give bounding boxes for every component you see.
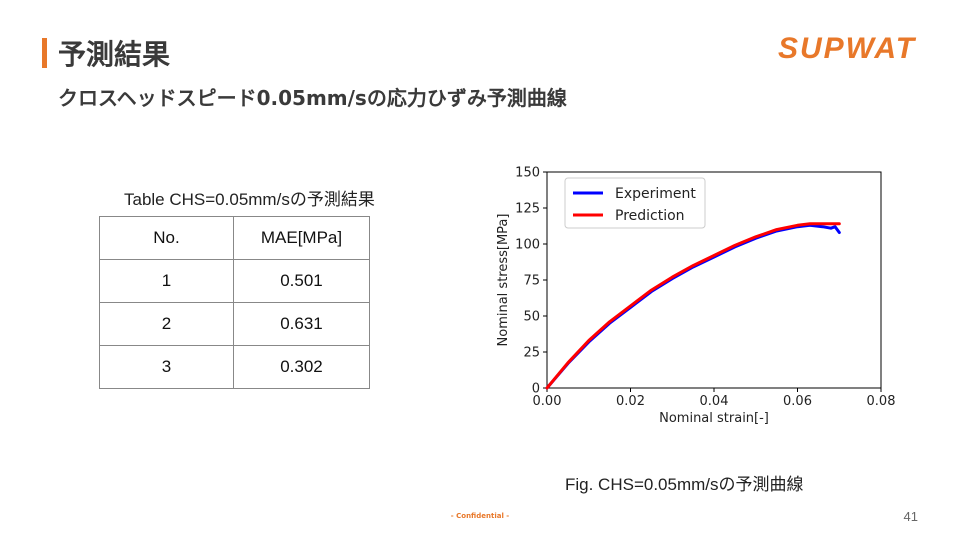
stress-strain-chart: 0.00 0.02 0.04 0.06 0.08 0 25 50 75 100 125 150 Nomi…	[496, 166, 896, 427]
table-header-row: No. MAE[MPa]	[99, 216, 370, 260]
table-caption: Table CHS=0.05mm/sの予測結果	[124, 190, 375, 209]
x-tick-label: 0.00	[533, 394, 562, 409]
legend-label: Prediction	[615, 208, 685, 224]
legend-label: Experiment	[615, 186, 696, 202]
y-axis-label: Nominal stress[MPa]	[496, 214, 511, 347]
header-no: No.	[99, 216, 234, 260]
series-line-experiment	[545, 223, 841, 390]
page-number: 41	[903, 509, 918, 524]
y-tick-label: 150	[515, 166, 540, 181]
row-mae: 0.501	[233, 259, 370, 303]
row-no: 2	[99, 302, 234, 346]
x-tick-label: 0.04	[700, 394, 729, 409]
row-mae: 0.631	[233, 302, 370, 346]
table-row: 2 0.631	[99, 302, 370, 346]
logo-text: SUPWAT	[778, 32, 917, 64]
y-tick-label: 75	[523, 274, 540, 289]
row-mae: 0.302	[233, 345, 370, 389]
row-no: 3	[99, 345, 234, 389]
figure-caption: Fig. CHS=0.05mm/sの予測曲線	[565, 475, 804, 494]
slide-title: 予測結果	[58, 38, 171, 71]
y-tick-label: 0	[532, 382, 540, 397]
mae-table: No. MAE[MPa] 1 0.501 2 0.631 3 0.302	[99, 216, 370, 389]
y-tick-label: 125	[515, 202, 540, 217]
series-line-prediction	[545, 222, 841, 390]
slide-subtitle: クロスヘッドスピード0.05mm/sの応力ひずみ予測曲線	[58, 86, 567, 110]
x-tick-label: 0.06	[783, 394, 812, 409]
y-tick-label: 25	[523, 346, 540, 361]
confidential-label: - Confidential -	[450, 512, 510, 520]
x-tick-label: 0.08	[867, 394, 896, 409]
y-tick-label: 100	[515, 238, 540, 253]
x-axis-label: Nominal strain[-]	[659, 411, 769, 426]
row-no: 1	[99, 259, 234, 303]
table-row: 3 0.302	[99, 345, 370, 389]
x-tick-label: 0.02	[616, 394, 645, 409]
title-accent-bar	[42, 38, 47, 68]
y-tick-label: 50	[523, 310, 540, 325]
supwat-logo: SUPWAT	[778, 32, 917, 64]
table-row: 1 0.501	[99, 259, 370, 303]
header-mae: MAE[MPa]	[233, 216, 370, 260]
